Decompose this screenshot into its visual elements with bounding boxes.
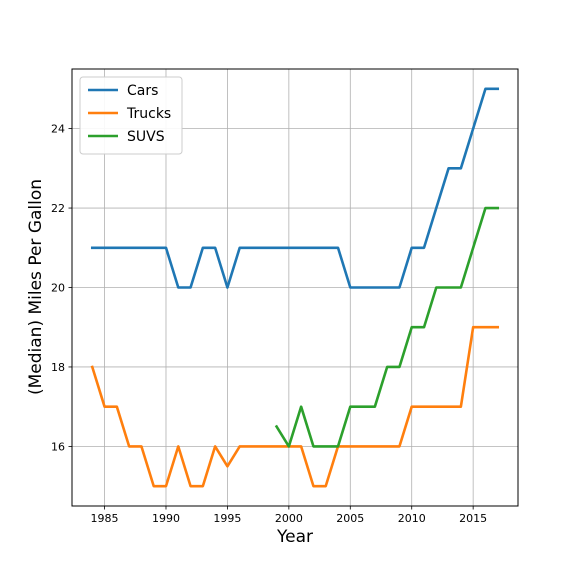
legend-label-trucks: Trucks [126,106,171,122]
y-tick-label: 24 [51,123,65,136]
series-line-cars [90,87,500,289]
x-tick-label: 1985 [91,512,119,525]
series-line-suvs [274,206,500,448]
series-layer [90,87,500,488]
y-axis-title: (Median) Miles Per Gallon [26,179,46,395]
x-axis-title: Year [276,527,313,547]
x-tick-label: 2010 [398,512,426,525]
y-tick-label: 16 [51,440,65,453]
y-tick-label: 18 [51,361,65,374]
x-axis-ticks: 1985 1990 1995 2000 2005 2010 2015 [91,506,487,525]
y-tick-label: 22 [51,202,65,215]
legend-label-cars: Cars [127,83,158,99]
x-tick-label: 2015 [459,512,487,525]
x-tick-label: 1990 [152,512,180,525]
y-axis-ticks: 16 18 20 22 24 [51,123,72,453]
legend-label-suvs: SUVS [127,129,165,145]
x-tick-label: 2000 [275,512,303,525]
y-tick-label: 20 [51,282,65,295]
series-line-trucks [90,325,500,488]
x-tick-label: 2005 [336,512,364,525]
legend: Cars Trucks SUVS [79,76,183,155]
x-tick-label: 1995 [213,512,241,525]
